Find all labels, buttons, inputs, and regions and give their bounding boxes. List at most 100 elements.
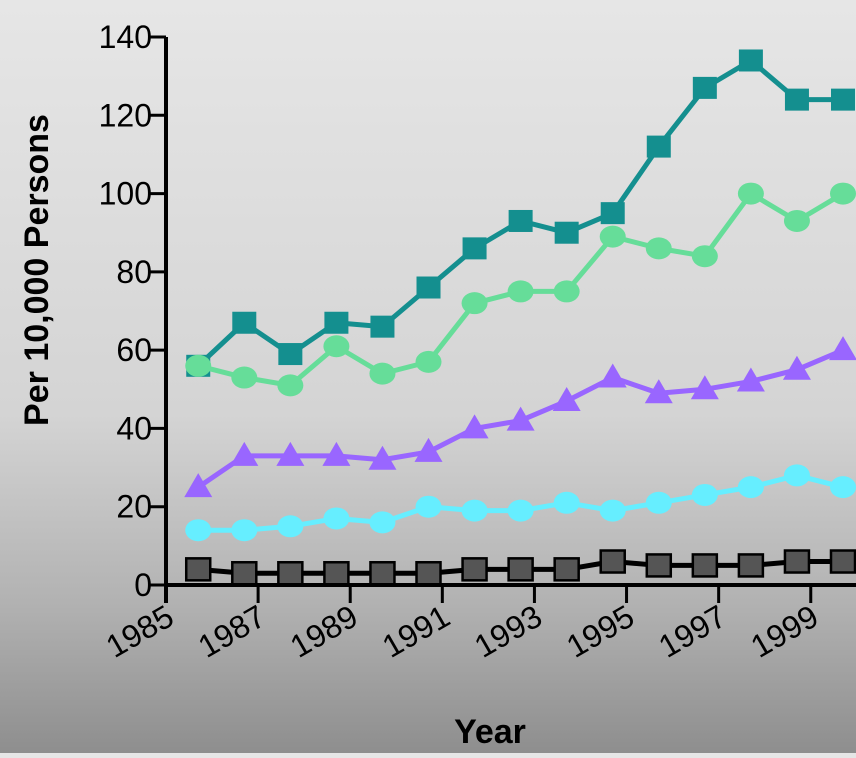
y-tick-label: 40 (116, 410, 152, 446)
y-tick-label: 100 (99, 176, 152, 212)
data-point (736, 367, 765, 392)
x-tick-label: 1993 (468, 598, 548, 665)
data-point (783, 549, 811, 574)
data-point (231, 519, 258, 542)
data-point (737, 476, 764, 499)
y-tick-label: 140 (99, 19, 152, 55)
data-point (599, 499, 626, 522)
data-point (414, 437, 443, 462)
series-1 (186, 49, 855, 377)
data-point (277, 515, 304, 538)
y-tick-label: 0 (134, 567, 152, 603)
data-point (645, 553, 673, 578)
data-point (830, 476, 856, 499)
data-point (831, 88, 855, 111)
data-point (184, 473, 213, 498)
data-point (829, 336, 856, 361)
data-point (691, 553, 719, 578)
y-tick-label: 60 (116, 332, 152, 368)
data-point (232, 311, 257, 334)
series-4 (185, 464, 856, 542)
y-tick-label: 120 (99, 97, 152, 133)
data-point (277, 561, 304, 586)
series-2 (185, 182, 856, 397)
data-point (278, 343, 303, 366)
data-point (507, 557, 534, 582)
x-tick-label: 1995 (560, 598, 640, 665)
x-tick-label: 1989 (284, 598, 364, 665)
data-point (416, 276, 441, 299)
axes (164, 37, 856, 603)
data-point (507, 499, 534, 522)
data-point (460, 414, 489, 439)
data-point (323, 561, 350, 586)
data-point (598, 363, 627, 388)
data-point (185, 354, 212, 377)
data-point (691, 483, 718, 506)
x-tick-label: 1991 (376, 598, 456, 665)
data-point (462, 237, 487, 260)
data-point (231, 561, 258, 586)
data-point (184, 557, 212, 582)
x-axis-ticks: 1985 1987 1989 1991 1993 1995 1997 1999 (100, 585, 824, 665)
data-point (645, 237, 672, 260)
data-point (369, 511, 396, 534)
data-point (461, 557, 488, 582)
data-point (782, 355, 811, 380)
data-point (276, 441, 305, 466)
data-point (461, 499, 488, 522)
series-group (184, 49, 856, 586)
data-point (323, 335, 350, 358)
y-axis-ticks: 0 20 40 60 80 100 120 140 (99, 19, 166, 603)
data-point (230, 441, 259, 466)
y-axis-title: Per 10,000 Persons (18, 114, 56, 426)
data-point (645, 491, 672, 514)
data-point (370, 315, 395, 338)
data-point (553, 491, 580, 514)
x-tick-label: 1997 (653, 598, 733, 665)
y-tick-label: 20 (116, 489, 152, 525)
data-point (553, 280, 580, 303)
data-point (783, 209, 810, 232)
series-5 (184, 549, 856, 586)
data-point (322, 441, 351, 466)
data-point (554, 221, 579, 244)
data-point (415, 350, 442, 373)
data-point (784, 88, 809, 111)
data-point (599, 225, 626, 248)
data-point (507, 280, 534, 303)
data-point (737, 182, 764, 205)
data-point (599, 549, 626, 574)
data-point (415, 495, 442, 518)
data-point (690, 375, 719, 400)
data-point (369, 362, 396, 385)
series-3 (184, 336, 856, 498)
data-point (461, 292, 488, 315)
x-tick-label: 1999 (745, 598, 825, 665)
data-point (553, 557, 580, 582)
data-point (737, 553, 765, 578)
data-point (830, 182, 856, 205)
data-point (231, 366, 258, 389)
data-point (506, 406, 535, 431)
data-point (738, 49, 763, 72)
data-point (646, 135, 671, 158)
data-point (829, 549, 856, 574)
x-tick-label: 1985 (100, 598, 180, 665)
data-point (368, 445, 397, 470)
data-point (277, 374, 304, 397)
data-point (691, 245, 718, 268)
data-point (323, 507, 350, 530)
data-point (644, 379, 673, 404)
data-point (783, 464, 810, 487)
data-point (369, 561, 396, 586)
x-tick-label: 1987 (192, 598, 272, 665)
x-axis-title: Year (454, 713, 526, 751)
y-tick-label: 80 (116, 254, 152, 290)
data-point (324, 311, 349, 334)
data-point (508, 209, 533, 232)
data-point (692, 76, 717, 99)
data-point (185, 519, 212, 542)
